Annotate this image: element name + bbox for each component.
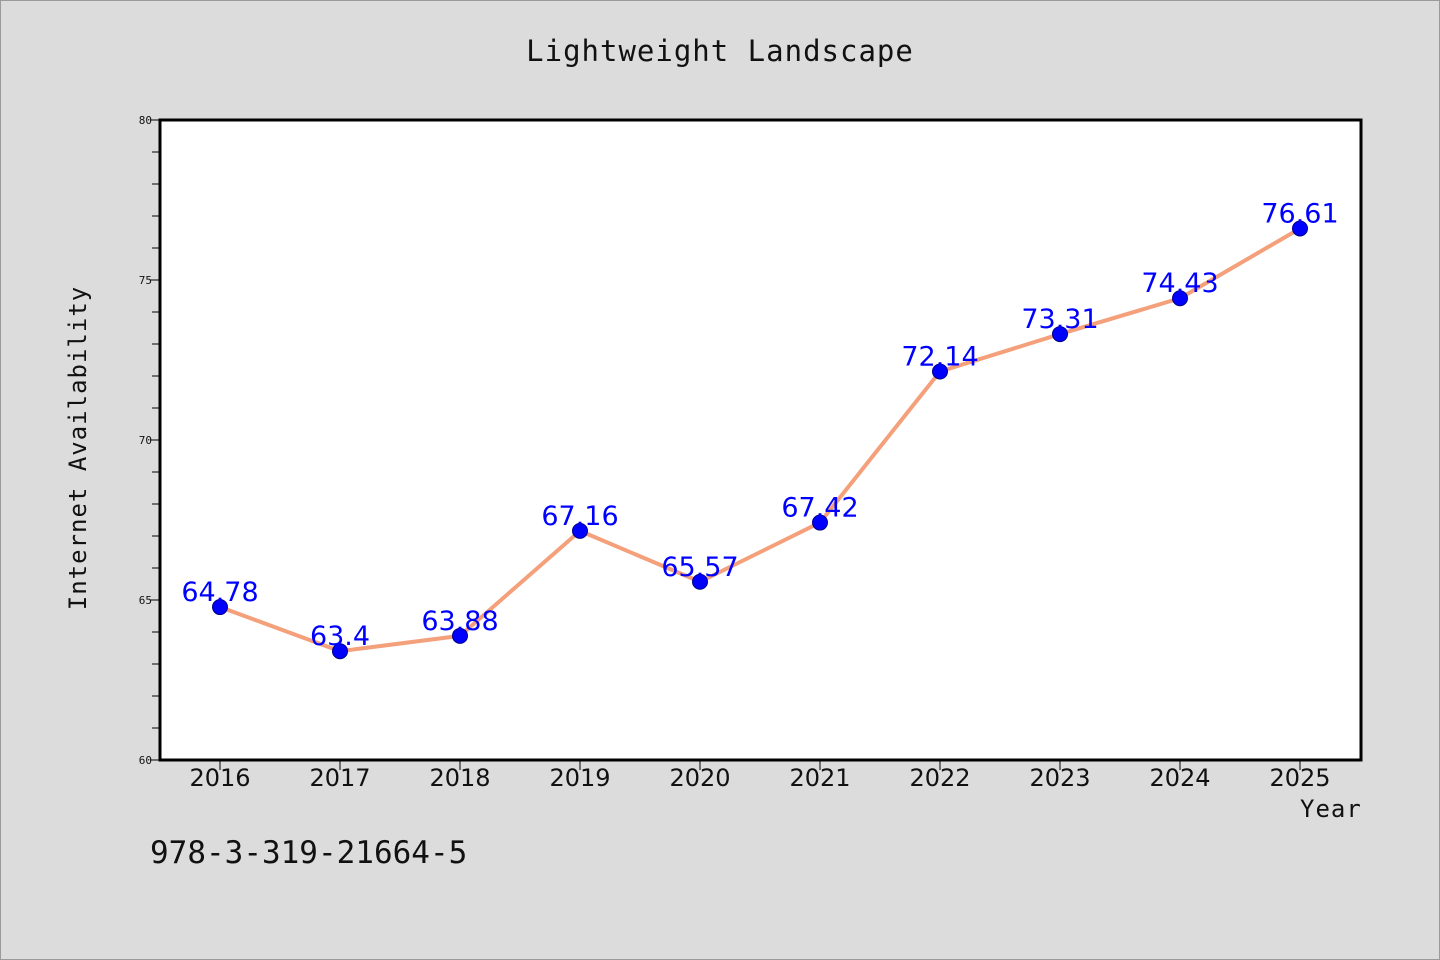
- data-point: [212, 599, 228, 616]
- y-axis-label: Internet Availability: [64, 285, 92, 611]
- data-label: 73.31: [1021, 304, 1098, 335]
- data-label: 64.78: [181, 577, 258, 608]
- x-tick-label: 2021: [789, 764, 850, 792]
- data-point: [1292, 220, 1308, 237]
- x-tick-label: 2024: [1149, 764, 1210, 792]
- data-label: 63.4: [310, 621, 370, 652]
- plot-border: [158, 118, 1363, 762]
- x-axis-label: Year: [1300, 795, 1362, 823]
- data-label: 67.16: [541, 501, 618, 532]
- data-label: 72.14: [901, 342, 978, 373]
- x-tick-label: 2018: [429, 764, 490, 792]
- x-tick-label: 2023: [1029, 764, 1090, 792]
- y-tick-label: 70: [139, 434, 152, 447]
- series-line: [218, 226, 1302, 654]
- isbn-text: 978-3-319-21664-5: [150, 835, 468, 871]
- x-tick-label: 2020: [669, 764, 730, 792]
- series-layer: 64.78 63.4 63.88 67.16 65.57 67.42 72.14 73.31 7…: [181, 198, 1339, 660]
- x-tick-label: 2019: [549, 764, 610, 792]
- data-label: 63.88: [421, 606, 498, 637]
- x-tick-label: 2022: [909, 764, 970, 792]
- y-tick-label: 65: [139, 594, 152, 607]
- x-axis: 2016 2017 2018 2019 2020 2021 2022 2023 2024 2025: [189, 760, 1331, 792]
- data-point: [812, 514, 828, 531]
- data-label: 76.61: [1261, 198, 1338, 229]
- x-tick-label: 2016: [189, 764, 250, 792]
- data-point: [452, 627, 468, 644]
- data-point: [1172, 290, 1188, 307]
- data-point: [332, 643, 348, 660]
- y-tick-label: 75: [139, 274, 152, 287]
- data-label: 65.57: [661, 552, 738, 583]
- x-tick-label: 2017: [309, 764, 370, 792]
- x-tick-label: 2025: [1269, 764, 1330, 792]
- chart-title: Lightweight Landscape: [526, 34, 914, 68]
- data-label: 74.43: [1141, 268, 1218, 299]
- data-point: [692, 573, 708, 590]
- y-tick-label: 60: [139, 754, 152, 767]
- data-label: 67.42: [781, 493, 858, 524]
- data-point: [572, 522, 588, 539]
- data-point: [932, 363, 948, 380]
- data-point: [1052, 326, 1068, 343]
- y-tick-label: 80: [139, 114, 152, 127]
- plot-area: [160, 120, 1361, 760]
- y-axis: 60 65 70 75 80: [139, 114, 160, 767]
